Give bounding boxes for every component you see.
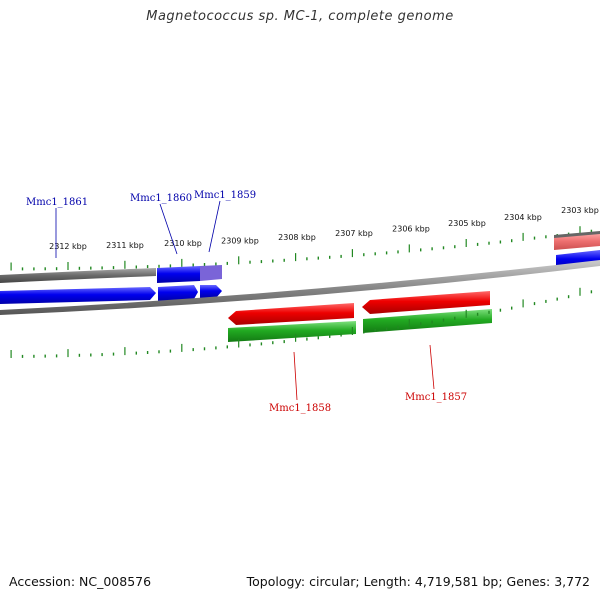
scale-label: 2307 kbp: [335, 229, 373, 238]
outer-scale-labels: 2312 kbp 2311 kbp 2310 kbp 2309 kbp 2308 kbp…: [49, 206, 599, 251]
leader-line-mmc1-1857: [429, 344, 435, 390]
gene-label-mmc1-1859[interactable]: Mmc1_1859: [194, 190, 256, 201]
gene-label-mmc1-1860[interactable]: Mmc1_1860: [130, 193, 192, 204]
genome-backbone: [0, 260, 600, 315]
gene-feature-mmc1-1861[interactable]: [0, 287, 156, 304]
green-feature-track: [228, 309, 492, 342]
gene-label-mmc1-1858[interactable]: Mmc1_1858: [269, 403, 331, 414]
gene-label-mmc1-1857[interactable]: Mmc1_1857: [405, 392, 467, 403]
reverse-gene-labels: Mmc1_1858 Mmc1_1857: [269, 344, 467, 414]
gene-feature-mmc1-1860-top[interactable]: [157, 266, 200, 283]
scale-label: 2312 kbp: [49, 242, 87, 251]
scale-label: 2306 kbp: [392, 224, 430, 233]
genome-title: Magnetococcus sp. MC-1, complete genome: [146, 9, 454, 24]
inner-scale-ticks: [10, 287, 593, 358]
scale-label: 2310 kbp: [164, 239, 202, 248]
genome-summary: Topology: circular; Length: 4,719,581 bp…: [246, 574, 590, 589]
gene-label-mmc1-1861[interactable]: Mmc1_1861: [26, 197, 88, 208]
gene-feature-mmc1-1860[interactable]: [158, 285, 198, 301]
green-feature-2: [363, 309, 492, 333]
outer-scale-ticks: [10, 226, 593, 271]
gene-feature-mmc1-1857[interactable]: [362, 291, 490, 314]
scale-label: 2309 kbp: [221, 236, 259, 245]
forward-gene-labels: Mmc1_1861 Mmc1_1860 Mmc1_1859: [26, 190, 256, 258]
gene-feature-mmc1-1859[interactable]: [200, 285, 222, 298]
scale-label: 2305 kbp: [448, 219, 486, 228]
scale-label: 2303 kbp: [561, 206, 599, 215]
scale-label: 2308 kbp: [278, 233, 316, 242]
green-feature-1: [228, 321, 356, 342]
reverse-strand-genes: [228, 291, 490, 325]
leader-line-mmc1-1860: [159, 203, 178, 255]
gc-content-track-left: [0, 268, 156, 283]
scale-label: 2304 kbp: [504, 213, 542, 222]
gene-feature-mmc1-1859-top[interactable]: [200, 265, 222, 281]
leader-line-mmc1-1859: [208, 200, 221, 253]
gc-content-track-right-edge: [554, 231, 600, 238]
leader-line-mmc1-1858: [293, 351, 298, 401]
scale-label: 2311 kbp: [106, 241, 144, 250]
accession-label: Accession: NC_008576: [9, 574, 152, 589]
gene-feature-mmc1-1858[interactable]: [228, 303, 354, 325]
